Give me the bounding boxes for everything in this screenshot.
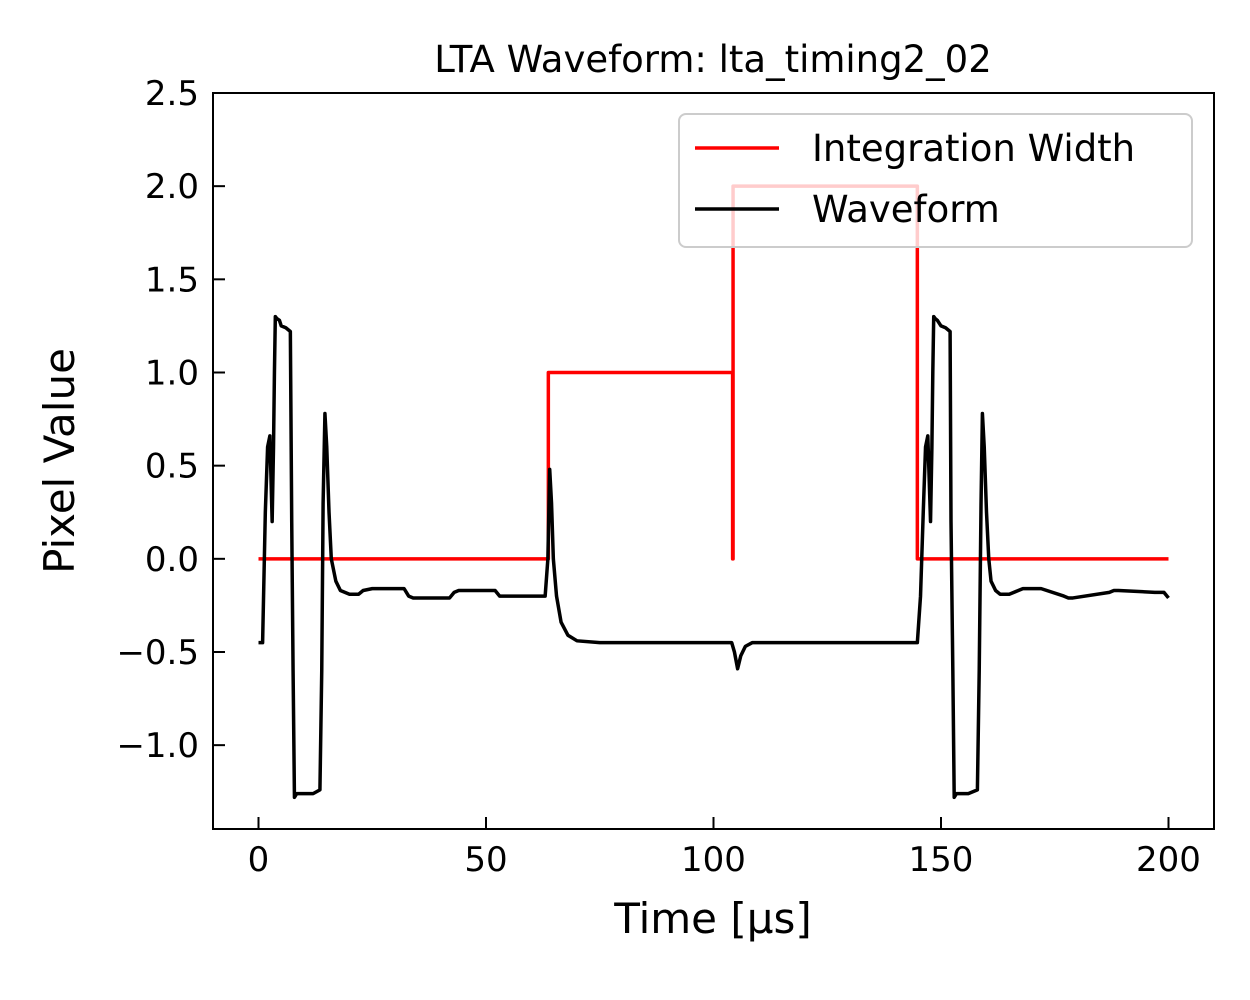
chart-title: LTA Waveform: lta_timing2_02: [434, 38, 992, 81]
y-tick-label: 2.5: [145, 74, 199, 114]
y-tick-label: 1.0: [145, 353, 199, 393]
series-line-integration-width: [258, 184, 1169, 561]
x-tick-label: 150: [909, 840, 974, 880]
y-tick-label: 2.0: [145, 167, 199, 207]
y-axis-label: Pixel Value: [35, 348, 84, 574]
x-tick-label: 100: [681, 840, 746, 880]
axes-ticks: 0 50 100 150 200 −1.0 −0.5 0.0 0.5 1.0 1.5 2.0 2.5: [116, 74, 1201, 880]
legend-label-integration-width: Integration Width: [812, 127, 1135, 170]
plot-area: [258, 184, 1170, 800]
series-line-waveform: [258, 314, 1170, 800]
x-tick-label: 0: [248, 840, 270, 880]
legend-box: [678, 113, 1193, 248]
legend: Integration Width Waveform: [678, 113, 1193, 248]
x-tick-label: 50: [464, 840, 507, 880]
y-tick-label: 1.5: [145, 260, 199, 300]
x-tick-label: 200: [1136, 840, 1201, 880]
x-axis-label: Time [μs]: [613, 894, 812, 943]
axes-frame: [212, 92, 1215, 830]
y-tick-label: −1.0: [116, 726, 199, 766]
y-tick-label: 0.5: [145, 447, 199, 487]
y-tick-label: 0.0: [145, 540, 199, 580]
legend-label-waveform: Waveform: [812, 188, 1000, 231]
y-tick-label: −0.5: [116, 633, 199, 673]
